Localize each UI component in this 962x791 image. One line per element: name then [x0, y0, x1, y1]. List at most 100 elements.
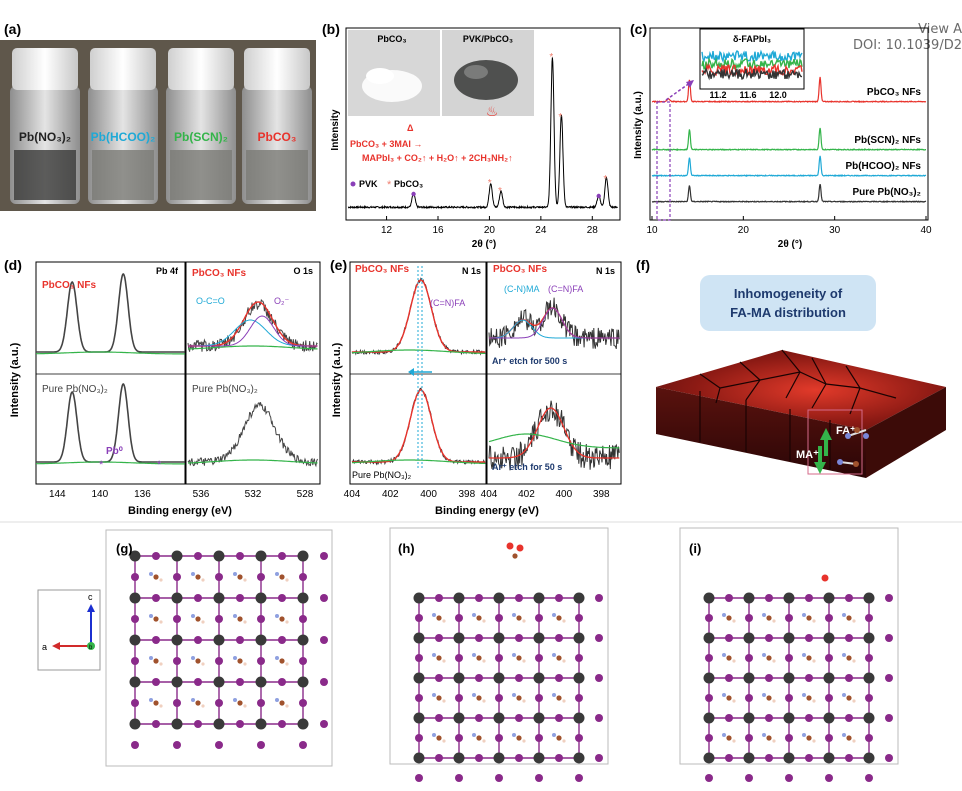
nitrogen-atom: [472, 613, 476, 617]
pb-atom: [573, 712, 585, 724]
photo-label-pbco3: PbCO₃: [377, 34, 406, 44]
hydrogen-atom: [732, 739, 736, 743]
carbon-atom: [195, 658, 201, 664]
o1s-bottom-baseline: [188, 459, 318, 464]
carbon-atom: [726, 655, 732, 661]
trace-labels: PbCO₃ NFs Pb(SCN)₂ NFs Pb(HCOO)₂ NFs Pure P…: [845, 87, 921, 198]
doi-text[interactable]: DOI: 10.1039/D2: [852, 38, 962, 53]
carbon-atom: [516, 615, 522, 621]
iodine-atom: [131, 573, 139, 581]
iodine-atom: [865, 734, 873, 742]
n1s-left-top-sample: PbCO₃ NFs: [355, 264, 410, 275]
nitrogen-atom: [552, 733, 556, 737]
nitrogen-atom: [191, 572, 195, 576]
ma-molecule-icon: [837, 459, 859, 467]
view-article-link[interactable]: View A: [918, 22, 962, 37]
xtick-label: 28: [587, 225, 599, 236]
carbon-atom: [476, 655, 482, 661]
iodine-atom: [845, 594, 853, 602]
hydrogen-atom: [159, 578, 163, 582]
vial-label: Pb(SCN)₂: [174, 130, 228, 144]
iodine-atom: [825, 654, 833, 662]
iodine-atom: [575, 694, 583, 702]
n1s-50s-baseline: [488, 433, 620, 449]
carbon-atom: [476, 735, 482, 741]
vial-liquid: [92, 150, 154, 200]
iodine-atom: [455, 734, 463, 742]
hydrogen-atom: [201, 704, 205, 708]
vial-cap: [12, 48, 78, 90]
xrd-trace-series: [651, 76, 927, 104]
iodine-atom: [535, 694, 543, 702]
iodine-atom: [215, 615, 223, 623]
iodine-atom: [515, 754, 523, 762]
pvk-peak-marker: [411, 191, 416, 197]
panel-a: (a) Pb(NO₃)₂ Pb(HCOO)₂ Pb(SCN)₂ PbCO₃: [0, 21, 316, 211]
pb-atom: [573, 672, 585, 684]
nitrogen-atom: [512, 653, 516, 657]
iodine-atom: [215, 741, 223, 749]
pb-atom: [413, 632, 425, 644]
iodine-atom: [455, 774, 463, 782]
panel-i-label: (i): [689, 541, 701, 556]
pb4f-frame: [35, 261, 186, 485]
iodine-atom: [595, 674, 603, 682]
iodine-atom: [805, 714, 813, 722]
xtick-label: 536: [193, 489, 210, 500]
iodine-atom: [745, 734, 753, 742]
iodine-atom: [194, 678, 202, 686]
iodine-atom: [320, 552, 328, 560]
shift-arrowhead: [408, 368, 414, 376]
iodine-atom: [152, 636, 160, 644]
iodine-atom: [885, 634, 893, 642]
iodine-atom: [475, 714, 483, 722]
iodine-atom: [595, 594, 603, 602]
crystal-structure: [679, 527, 899, 782]
n1s-500s-raw: [488, 297, 620, 350]
pb-atom: [129, 676, 141, 688]
iodine-atom: [131, 741, 139, 749]
iodine-atom: [555, 594, 563, 602]
xtick-label: 402: [382, 489, 399, 500]
pb-atom: [783, 712, 795, 724]
pbco3-peak-marker: *: [549, 52, 553, 63]
iodine-atom: [845, 634, 853, 642]
cell-boundary: [679, 527, 899, 765]
iodine-atom: [415, 694, 423, 702]
ma-label-f: MA⁺: [796, 449, 819, 461]
pb-atom: [413, 712, 425, 724]
carbon-atom: [512, 553, 518, 559]
pb-atom: [783, 632, 795, 644]
iodine-atom: [705, 614, 713, 622]
nitrogen-atom: [552, 613, 556, 617]
ma-label: (C-N)MA: [504, 284, 540, 294]
carbon-atom: [846, 655, 852, 661]
iodine-atom: [575, 774, 583, 782]
iodine-atom: [705, 734, 713, 742]
iodine-atom: [278, 636, 286, 644]
xtick-label: 30: [829, 225, 841, 236]
iodine-atom: [131, 615, 139, 623]
vial-cap: [90, 48, 156, 90]
iodine-atom: [475, 674, 483, 682]
inset-tick-label: 12.0: [769, 90, 787, 100]
iodine-atom: [257, 657, 265, 665]
inset-trace: [701, 57, 803, 71]
carbon-atom: [556, 655, 562, 661]
nitrogen-atom: [802, 653, 806, 657]
iodine-atom: [320, 636, 328, 644]
iodine-atom: [131, 699, 139, 707]
iodine-atom: [845, 714, 853, 722]
xtick-label: 400: [420, 489, 437, 500]
etch-50s-label: Ar⁺ etch for 50 s: [492, 462, 562, 472]
nitrogen-atom: [149, 698, 153, 702]
iodine-atom: [785, 614, 793, 622]
o1s-top-raw: [187, 298, 318, 353]
carbon-atom: [237, 574, 243, 580]
hydrogen-atom: [482, 739, 486, 743]
pb-atom: [493, 592, 505, 604]
iodine-atom: [131, 657, 139, 665]
xrd-peak-markers: * * * * *: [411, 52, 607, 199]
hydrogen-atom: [243, 578, 247, 582]
iodine-atom: [495, 654, 503, 662]
